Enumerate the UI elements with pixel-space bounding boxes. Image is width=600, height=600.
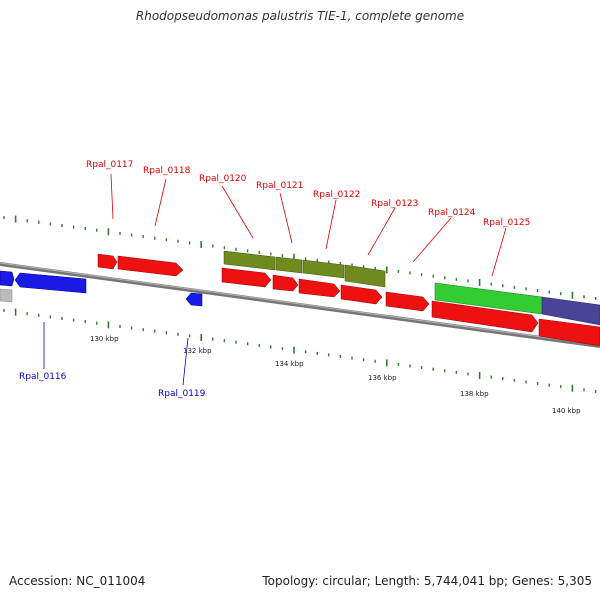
gene-olive-1[interactable] <box>223 250 276 271</box>
label-rpal-0120: Rpal_0120 <box>199 174 247 184</box>
gene-blue-partial[interactable] <box>0 270 15 287</box>
scale-label-138: 138 kbp <box>460 390 489 398</box>
leader-rpal-0124 <box>412 217 452 263</box>
gene-rpal-0125[interactable] <box>431 300 539 333</box>
gene-gray-partial[interactable] <box>0 288 13 303</box>
label-rpal-0123: Rpal_0123 <box>371 199 418 209</box>
gene-rpal-0117[interactable] <box>97 253 118 270</box>
forward-leader-lines <box>110 173 507 277</box>
gene-rpal-0121[interactable] <box>272 274 299 292</box>
scale-label-136: 136 kbp <box>368 374 397 382</box>
scale-label-134: 134 kbp <box>275 360 304 368</box>
lower-tick-row <box>3 308 597 393</box>
gene-rpal-0119[interactable] <box>185 292 203 307</box>
genome-backbone <box>0 262 600 348</box>
label-rpal-0124: Rpal_0124 <box>428 208 476 218</box>
leader-rpal-0121 <box>279 192 293 244</box>
leader-rpal-0118 <box>154 178 167 227</box>
gene-olive-2[interactable] <box>275 256 303 274</box>
leader-rpal-0119 <box>182 337 189 386</box>
scale-label-132: 132 kbp <box>183 347 212 355</box>
leader-rpal-0123 <box>367 207 396 256</box>
gene-olive-3[interactable] <box>302 259 345 279</box>
leader-rpal-0120 <box>221 185 254 239</box>
reverse-leader-lines <box>43 322 189 386</box>
label-rpal-0116: Rpal_0116 <box>19 372 67 382</box>
label-rpal-0119: Rpal_0119 <box>158 389 206 399</box>
gene-rpal-0120[interactable] <box>221 267 272 288</box>
gene-red-partial[interactable] <box>538 318 600 347</box>
label-rpal-0117: Rpal_0117 <box>86 160 133 170</box>
map-title: Rhodopseudomonas palustris TIE-1, comple… <box>135 9 465 23</box>
gene-rpal-0116[interactable] <box>14 272 87 294</box>
label-rpal-0122: Rpal_0122 <box>313 190 360 200</box>
accession-text: Accession: NC_011004 <box>9 574 146 588</box>
label-rpal-0121: Rpal_0121 <box>256 181 303 191</box>
label-rpal-0125: Rpal_0125 <box>483 218 530 228</box>
scale-label-130: 130 kbp <box>90 335 119 343</box>
gene-olive-4[interactable] <box>344 264 386 288</box>
leader-rpal-0125 <box>491 227 507 277</box>
gene-rpal-0118[interactable] <box>117 255 184 277</box>
leader-rpal-0117 <box>110 173 114 220</box>
genome-summary-text: Topology: circular; Length: 5,744,041 bp… <box>262 574 592 588</box>
gene-rpal-0124[interactable] <box>385 291 430 312</box>
genome-backbone-highlight <box>0 262 600 346</box>
label-rpal-0118: Rpal_0118 <box>143 166 191 176</box>
gene-rpal-0123[interactable] <box>340 284 383 305</box>
gene-rpal-0122[interactable] <box>298 278 341 298</box>
upper-tick-row <box>3 215 597 300</box>
leader-rpal-0122 <box>325 199 337 250</box>
gene-purple[interactable] <box>541 296 600 326</box>
scale-label-140: 140 kbp <box>552 407 581 415</box>
